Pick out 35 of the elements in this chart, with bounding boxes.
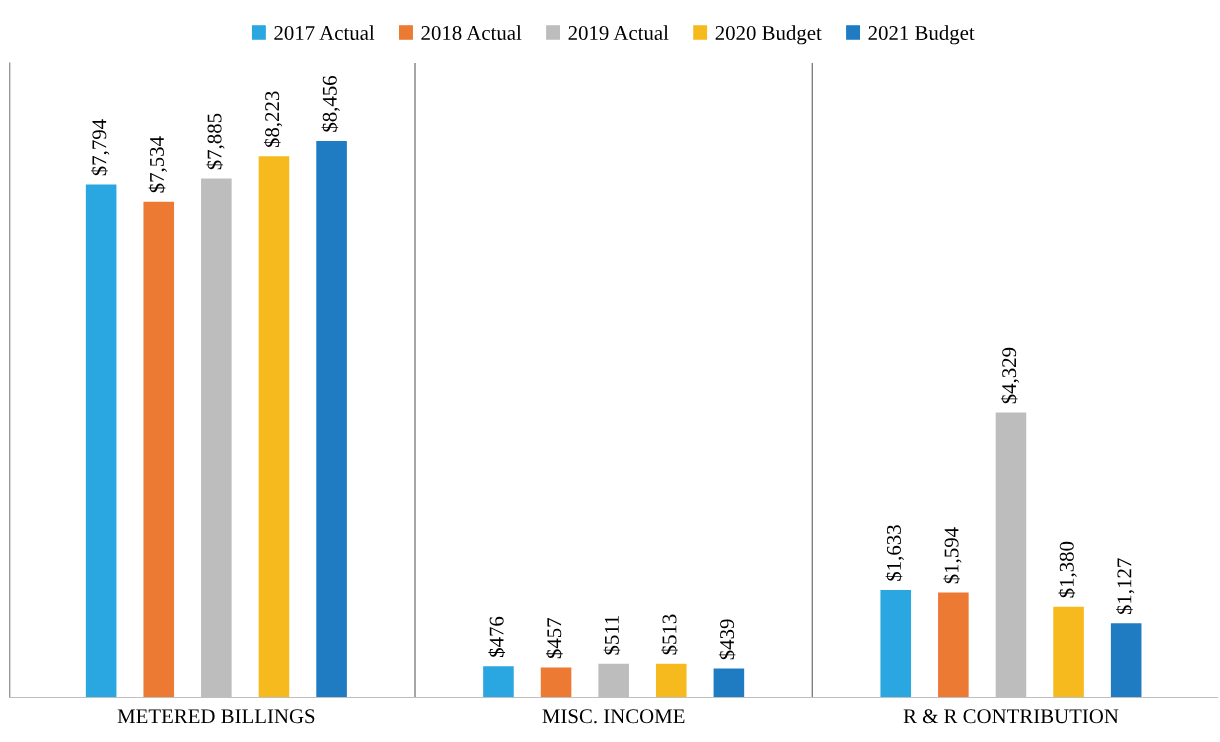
bar [1053, 606, 1084, 698]
data-label: $1,380 [1058, 541, 1077, 598]
bar [880, 590, 912, 698]
bar [540, 667, 572, 698]
bar [713, 668, 745, 698]
bar [938, 592, 969, 698]
bar [316, 140, 347, 698]
data-label: $4,329 [1000, 347, 1020, 404]
data-label: $1,633 [885, 525, 904, 581]
data-label: $1,127 [1116, 558, 1135, 615]
data-label: $476 [488, 616, 506, 657]
data-label: $513 [661, 614, 678, 655]
bar [483, 666, 514, 698]
data-label: $439 [718, 619, 736, 660]
bar [85, 184, 117, 698]
x-tick-label: METERED BILLINGS [117, 709, 315, 724]
data-label: $457 [545, 618, 563, 659]
x-tick-label: R & R CONTRIBUTION [903, 709, 1119, 724]
data-label: $7,794 [91, 119, 110, 176]
data-label: $1,594 [943, 527, 962, 584]
legend-label: 2019 Actual [568, 25, 669, 41]
bar [1110, 623, 1142, 698]
bar [258, 156, 290, 698]
legend-label: 2021 Budget [868, 25, 975, 45]
x-tick-label: MISC. INCOME [542, 709, 685, 724]
legend-label: 2017 Actual [274, 25, 375, 41]
data-label: $7,534 [148, 136, 167, 193]
bar [655, 663, 687, 698]
data-label: $8,456 [321, 75, 340, 132]
data-label: $511 [603, 615, 621, 655]
legend-label: 2018 Actual [421, 25, 522, 41]
data-label: $7,885 [206, 113, 225, 170]
data-label: $8,223 [263, 91, 283, 148]
bar [143, 201, 175, 698]
legend-label: 2020 Budget [715, 25, 822, 45]
